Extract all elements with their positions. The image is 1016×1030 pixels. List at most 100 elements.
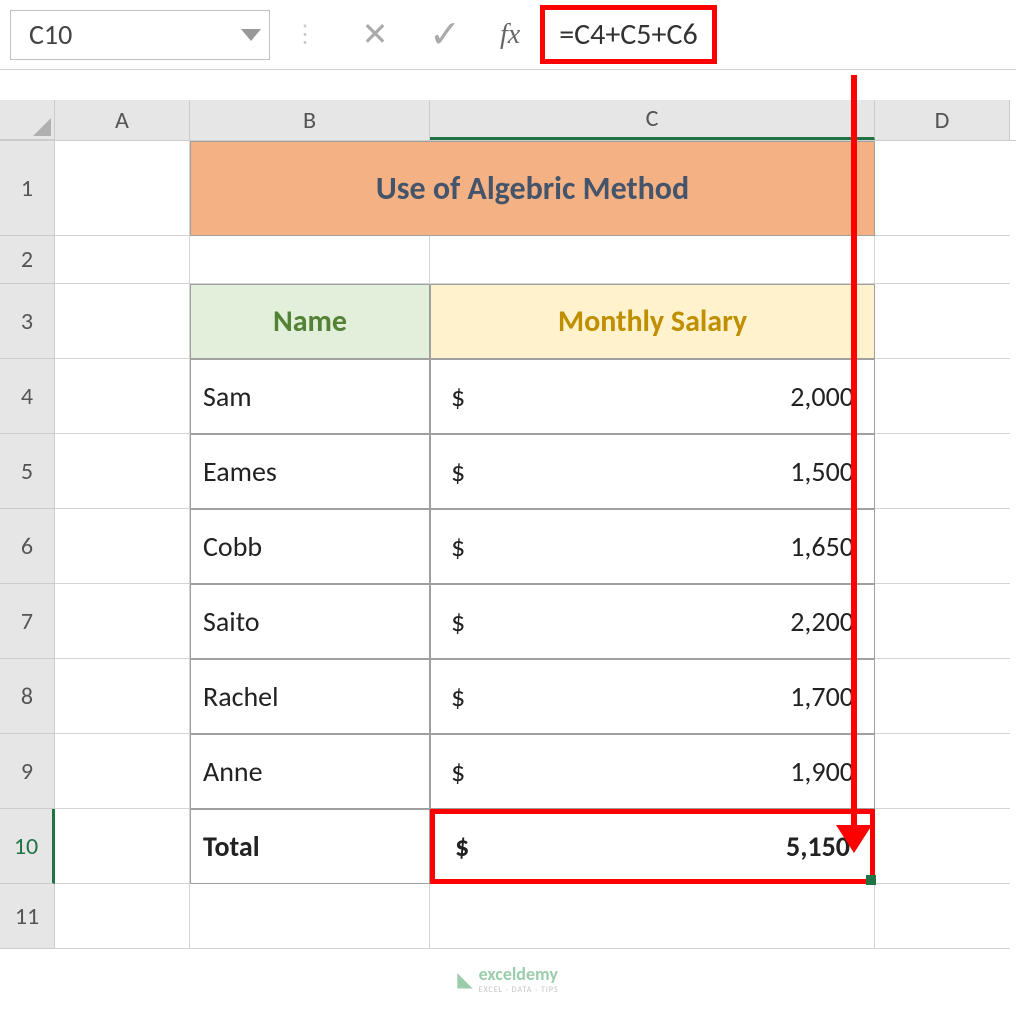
enter-formula-button[interactable]: ✓ bbox=[410, 10, 480, 60]
grid-row-1: 1 Use of Algebric Method bbox=[0, 141, 1016, 236]
grid-row-2: 2 bbox=[0, 236, 1016, 284]
salary-value: 1,650 bbox=[790, 529, 854, 564]
cell-a3[interactable] bbox=[55, 284, 190, 359]
cell-b2[interactable] bbox=[190, 236, 430, 284]
cancel-formula-button[interactable]: ✕ bbox=[340, 10, 410, 60]
cell-d11[interactable] bbox=[875, 884, 1010, 949]
watermark-icon: ◣ bbox=[457, 967, 472, 992]
grid-row-4: 4 Sam $ 2,000 bbox=[0, 359, 1016, 434]
currency-symbol: $ bbox=[451, 529, 465, 564]
cell-salary-1[interactable]: $ 1,500 bbox=[430, 434, 875, 509]
currency-symbol: $ bbox=[451, 754, 465, 789]
cell-a2[interactable] bbox=[55, 236, 190, 284]
cell-d3[interactable] bbox=[875, 284, 1010, 359]
salary-value: 2,000 bbox=[790, 379, 854, 414]
currency-symbol: $ bbox=[451, 454, 465, 489]
cell-name-2[interactable]: Cobb bbox=[190, 509, 430, 584]
grid-row-7: 7 Saito $ 2,200 bbox=[0, 584, 1016, 659]
col-header-a[interactable]: A bbox=[55, 100, 190, 140]
cell-total-label[interactable]: Total bbox=[190, 809, 430, 884]
currency-symbol: $ bbox=[451, 604, 465, 639]
col-header-d[interactable]: D bbox=[875, 100, 1010, 140]
cell-salary-5[interactable]: $ 1,900 bbox=[430, 734, 875, 809]
cell-name-0[interactable]: Sam bbox=[190, 359, 430, 434]
annotation-arrow-head-icon bbox=[836, 825, 872, 853]
check-icon: ✓ bbox=[429, 12, 461, 58]
x-icon: ✕ bbox=[362, 15, 389, 54]
salary-value: 1,500 bbox=[790, 454, 854, 489]
formula-input[interactable]: =C4+C5+C6 bbox=[540, 5, 716, 64]
currency-symbol: $ bbox=[455, 829, 469, 864]
row-header-4[interactable]: 4 bbox=[0, 359, 55, 434]
row-header-9[interactable]: 9 bbox=[0, 734, 55, 809]
cell-a6[interactable] bbox=[55, 509, 190, 584]
currency-symbol: $ bbox=[451, 379, 465, 414]
cell-d10[interactable] bbox=[875, 809, 1010, 884]
row-header-2[interactable]: 2 bbox=[0, 236, 55, 284]
name-box-value: C10 bbox=[29, 17, 72, 52]
row-header-3[interactable]: 3 bbox=[0, 284, 55, 359]
cell-d7[interactable] bbox=[875, 584, 1010, 659]
row-header-10[interactable]: 10 bbox=[0, 809, 55, 884]
cell-a10[interactable] bbox=[55, 809, 190, 884]
cell-c2[interactable] bbox=[430, 236, 875, 284]
cell-a9[interactable] bbox=[55, 734, 190, 809]
cell-d1[interactable] bbox=[875, 141, 1010, 236]
cell-name-4[interactable]: Rachel bbox=[190, 659, 430, 734]
cell-name-3[interactable]: Saito bbox=[190, 584, 430, 659]
cell-salary-0[interactable]: $ 2,000 bbox=[430, 359, 875, 434]
row-header-7[interactable]: 7 bbox=[0, 584, 55, 659]
cell-total-value[interactable]: $ 5,150 bbox=[430, 809, 875, 884]
cell-a11[interactable] bbox=[55, 884, 190, 949]
cell-name-1[interactable]: Eames bbox=[190, 434, 430, 509]
row-header-6[interactable]: 6 bbox=[0, 509, 55, 584]
row-header-5[interactable]: 5 bbox=[0, 434, 55, 509]
cell-d8[interactable] bbox=[875, 659, 1010, 734]
salary-value: 1,700 bbox=[790, 679, 854, 714]
fx-label[interactable]: fx bbox=[480, 19, 540, 51]
watermark: ◣ exceldemy EXCEL · DATA · TIPS bbox=[457, 963, 558, 995]
name-box-dropdown-icon[interactable] bbox=[241, 29, 261, 41]
cell-d4[interactable] bbox=[875, 359, 1010, 434]
cell-a8[interactable] bbox=[55, 659, 190, 734]
title-cell[interactable]: Use of Algebric Method bbox=[190, 141, 875, 236]
cell-d6[interactable] bbox=[875, 509, 1010, 584]
currency-symbol: $ bbox=[451, 679, 465, 714]
formula-bar: C10 ⋮ ✕ ✓ fx =C4+C5+C6 bbox=[0, 0, 1016, 70]
watermark-name: exceldemy bbox=[479, 963, 559, 985]
cell-d2[interactable] bbox=[875, 236, 1010, 284]
salary-value: 2,200 bbox=[790, 604, 854, 639]
cell-salary-2[interactable]: $ 1,650 bbox=[430, 509, 875, 584]
cell-name-5[interactable]: Anne bbox=[190, 734, 430, 809]
cell-a1[interactable] bbox=[55, 141, 190, 236]
watermark-tagline: EXCEL · DATA · TIPS bbox=[479, 985, 559, 995]
grid-row-9: 9 Anne $ 1,900 bbox=[0, 734, 1016, 809]
row-header-8[interactable]: 8 bbox=[0, 659, 55, 734]
annotation-arrow-line bbox=[851, 75, 857, 833]
select-all-corner[interactable] bbox=[0, 100, 55, 140]
grid-row-8: 8 Rachel $ 1,700 bbox=[0, 659, 1016, 734]
header-name[interactable]: Name bbox=[190, 284, 430, 359]
grid-row-6: 6 Cobb $ 1,650 bbox=[0, 509, 1016, 584]
cell-a5[interactable] bbox=[55, 434, 190, 509]
column-headers: A B C D bbox=[0, 100, 1016, 141]
cell-a4[interactable] bbox=[55, 359, 190, 434]
col-header-c[interactable]: C bbox=[430, 100, 875, 140]
cell-salary-3[interactable]: $ 2,200 bbox=[430, 584, 875, 659]
grid-row-11: 11 bbox=[0, 884, 1016, 949]
name-box[interactable]: C10 bbox=[10, 10, 270, 60]
formula-bar-separator: ⋮ bbox=[270, 20, 340, 49]
row-header-11[interactable]: 11 bbox=[0, 884, 55, 949]
cell-a7[interactable] bbox=[55, 584, 190, 659]
row-header-1[interactable]: 1 bbox=[0, 141, 55, 236]
cell-d9[interactable] bbox=[875, 734, 1010, 809]
cell-c11[interactable] bbox=[430, 884, 875, 949]
cell-b11[interactable] bbox=[190, 884, 430, 949]
salary-value: 1,900 bbox=[790, 754, 854, 789]
cell-d5[interactable] bbox=[875, 434, 1010, 509]
grid-row-5: 5 Eames $ 1,500 bbox=[0, 434, 1016, 509]
col-header-b[interactable]: B bbox=[190, 100, 430, 140]
header-salary[interactable]: Monthly Salary bbox=[430, 284, 875, 359]
grid-row-3: 3 Name Monthly Salary bbox=[0, 284, 1016, 359]
cell-salary-4[interactable]: $ 1,700 bbox=[430, 659, 875, 734]
